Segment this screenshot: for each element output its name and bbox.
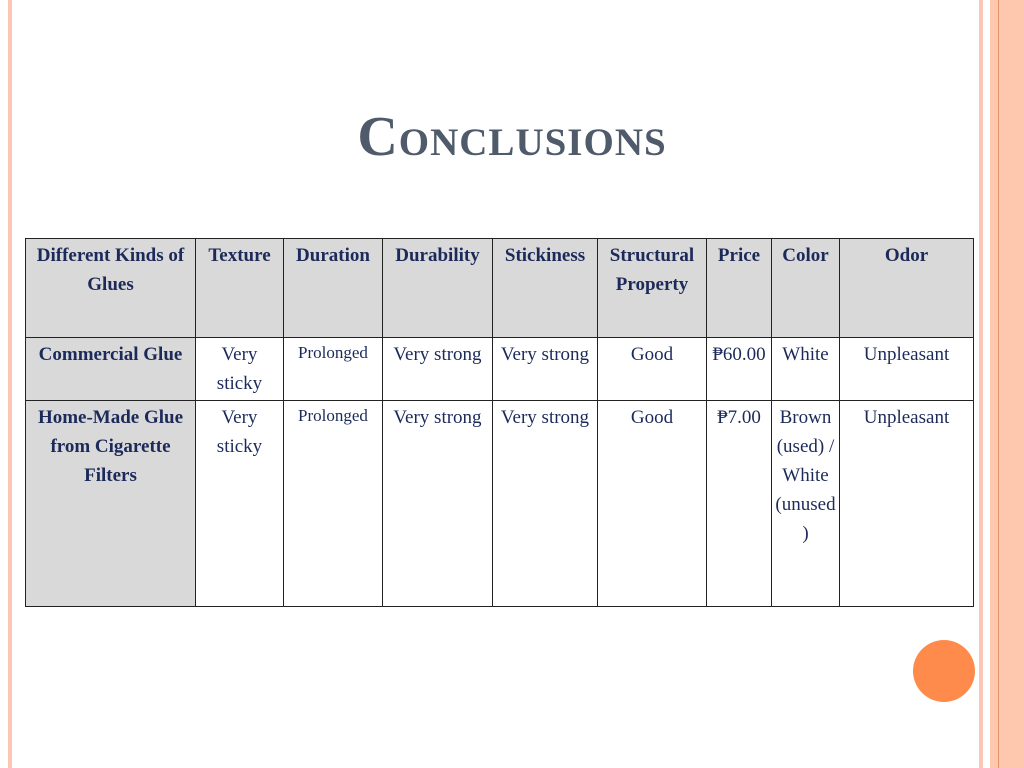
table-cell: Prolonged	[283, 400, 383, 607]
table-cell: Very sticky	[195, 400, 284, 607]
slide-title: Conclusions	[357, 106, 667, 168]
table-cell: Unpleasant	[839, 400, 974, 607]
header-row: Different Kinds of Glues Texture Duratio…	[25, 238, 974, 338]
right-stripe-thin	[979, 0, 983, 768]
header-cell: Structural Property	[597, 238, 707, 338]
table-cell: ₱60.00	[706, 337, 772, 401]
table-cell: Prolonged	[283, 337, 383, 401]
table-cell: Very strong	[382, 400, 493, 607]
row-header-cell: Commercial Glue	[25, 337, 196, 401]
table-cell: Very strong	[382, 337, 493, 401]
header-cell: Color	[771, 238, 840, 338]
row-header-cell: Home-Made Glue from Cigarette Filters	[25, 400, 196, 607]
left-stripe	[8, 0, 12, 768]
table-cell: White	[771, 337, 840, 401]
table-row: Commercial Glue Very sticky Prolonged Ve…	[25, 337, 974, 401]
table-cell: Good	[597, 400, 707, 607]
table-cell: Unpleasant	[839, 337, 974, 401]
decorative-circle	[913, 640, 975, 702]
header-cell: Different Kinds of Glues	[25, 238, 196, 338]
header-cell: Duration	[283, 238, 383, 338]
table-cell: Very sticky	[195, 337, 284, 401]
table-cell: Brown (used) / White (unused)	[771, 400, 840, 607]
table-row: Home-Made Glue from Cigarette Filters Ve…	[25, 400, 974, 607]
right-stripe-line	[998, 0, 999, 768]
header-cell: Stickiness	[492, 238, 598, 338]
table-cell: Very strong	[492, 400, 598, 607]
table-cell: Very strong	[492, 337, 598, 401]
header-cell: Odor	[839, 238, 974, 338]
header-cell: Price	[706, 238, 772, 338]
table-cell: ₱7.00	[706, 400, 772, 607]
header-cell: Texture	[195, 238, 284, 338]
table-cell: Good	[597, 337, 707, 401]
header-cell: Durability	[382, 238, 493, 338]
right-stripe-band	[990, 0, 1024, 768]
glue-comparison-table: Different Kinds of Glues Texture Duratio…	[25, 238, 974, 607]
